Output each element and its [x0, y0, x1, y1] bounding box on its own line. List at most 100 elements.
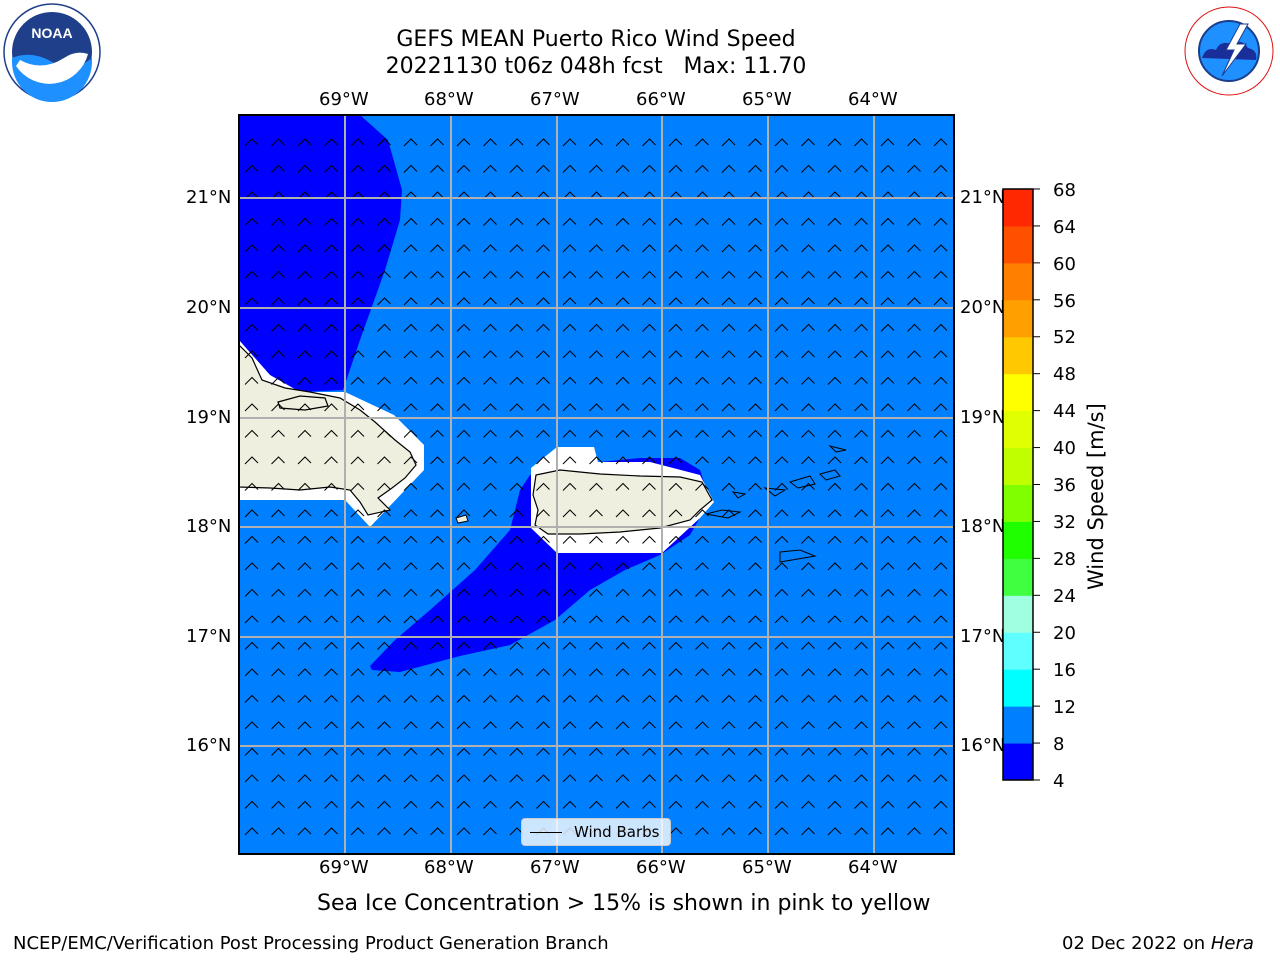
- wind-barb: [880, 244, 895, 253]
- wind-barb: [880, 138, 895, 147]
- wind-barb: [536, 350, 550, 359]
- colorbar-swatch: [1003, 595, 1033, 633]
- wind-barb: [721, 429, 736, 438]
- wind-barb: [536, 403, 550, 412]
- wind-barb: [933, 827, 948, 836]
- wind-barb: [721, 827, 736, 836]
- wind-barb: [509, 668, 524, 677]
- wind-barbs: [244, 138, 948, 836]
- wind-barb: [562, 191, 577, 200]
- wind-barb: [324, 668, 338, 677]
- colorbar-tick: 28: [1053, 549, 1076, 570]
- wind-barb: [536, 509, 550, 518]
- lon-label-bottom: 64°W: [848, 857, 898, 878]
- wind-barb: [827, 456, 842, 465]
- wind-barb: [509, 588, 524, 597]
- wind-barb: [350, 641, 365, 650]
- wind-barb: [509, 244, 524, 253]
- wind-barb: [324, 747, 338, 756]
- wind-barb: [244, 323, 259, 332]
- wind-barb: [774, 164, 789, 173]
- wind-barb: [668, 774, 683, 783]
- wind-barb: [615, 191, 630, 200]
- wind-barb: [721, 270, 736, 279]
- wind-barb: [854, 350, 868, 359]
- wind-barb: [827, 403, 842, 412]
- wind-barb: [642, 668, 656, 677]
- wind-barb: [642, 403, 656, 412]
- wind-barb: [880, 694, 895, 703]
- wind-barb: [933, 615, 948, 624]
- wind-barb: [271, 535, 285, 544]
- wind-barb: [854, 217, 868, 226]
- wind-barb: [377, 562, 391, 571]
- wind-barb: [642, 694, 656, 703]
- wind-barb: [880, 535, 895, 544]
- colorbar-tick: 48: [1053, 364, 1076, 385]
- wind-barb: [615, 270, 630, 279]
- wind-barb: [801, 456, 815, 465]
- wind-barb: [509, 456, 524, 465]
- wind-barb: [642, 244, 656, 253]
- colorbar-swatch: [1003, 336, 1033, 375]
- wind-barb: [430, 562, 444, 571]
- gridlines: [239, 115, 954, 854]
- wind-barb: [430, 297, 444, 306]
- wind-barb: [907, 827, 921, 836]
- wind-barb: [721, 562, 736, 571]
- wind-barb: [350, 376, 365, 385]
- wind-barb: [748, 509, 762, 518]
- wind-barb: [589, 747, 603, 756]
- wind-barb: [350, 217, 365, 226]
- wind-barb: [536, 721, 550, 730]
- wind-barb: [748, 217, 762, 226]
- wind-barb: [430, 588, 444, 597]
- wind-barb: [483, 217, 497, 226]
- wind-barb: [483, 721, 497, 730]
- wind-barb: [536, 376, 550, 385]
- map-title: GEFS MEAN Puerto Rico Wind Speed: [396, 27, 796, 52]
- wind-barb: [907, 641, 921, 650]
- wind-barb: [854, 694, 868, 703]
- wind-barb: [642, 641, 656, 650]
- wind-barb: [456, 403, 471, 412]
- wind-barb: [377, 721, 391, 730]
- nws-logo: [1183, 5, 1275, 97]
- wind-barb: [854, 164, 868, 173]
- wind-barb: [907, 191, 921, 200]
- wind-barb: [589, 562, 603, 571]
- wind-barb: [880, 403, 895, 412]
- wind-barb: [827, 191, 842, 200]
- wind-barb: [509, 429, 524, 438]
- wind-barb: [271, 774, 285, 783]
- wind-barb: [562, 376, 577, 385]
- wind-barb: [350, 138, 365, 147]
- wind-barb: [562, 774, 577, 783]
- wind-barb: [589, 482, 603, 491]
- wind-barb: [907, 138, 921, 147]
- wind-barb: [403, 270, 418, 279]
- wind-barb: [324, 721, 338, 730]
- wind-barb: [615, 323, 630, 332]
- wind-barb: [403, 164, 418, 173]
- wind-barb: [668, 456, 683, 465]
- wind-barb: [430, 747, 444, 756]
- wind-barb: [244, 482, 259, 491]
- wind-barb: [350, 297, 365, 306]
- wind-barb: [827, 641, 842, 650]
- wind-barb: [668, 244, 683, 253]
- wind-barb: [297, 191, 312, 200]
- wind-barb: [907, 482, 921, 491]
- wind-barb: [933, 535, 948, 544]
- wind-barb: [377, 509, 391, 518]
- wind-barb: [695, 244, 709, 253]
- wind-barb: [297, 297, 312, 306]
- wind-barb: [907, 694, 921, 703]
- wind-barb: [244, 376, 259, 385]
- wind-barb: [377, 827, 391, 836]
- wind-barb: [456, 535, 471, 544]
- wind-barb: [748, 456, 762, 465]
- wind-barb: [562, 217, 577, 226]
- wind-barb: [403, 747, 418, 756]
- wind-barb: [695, 827, 709, 836]
